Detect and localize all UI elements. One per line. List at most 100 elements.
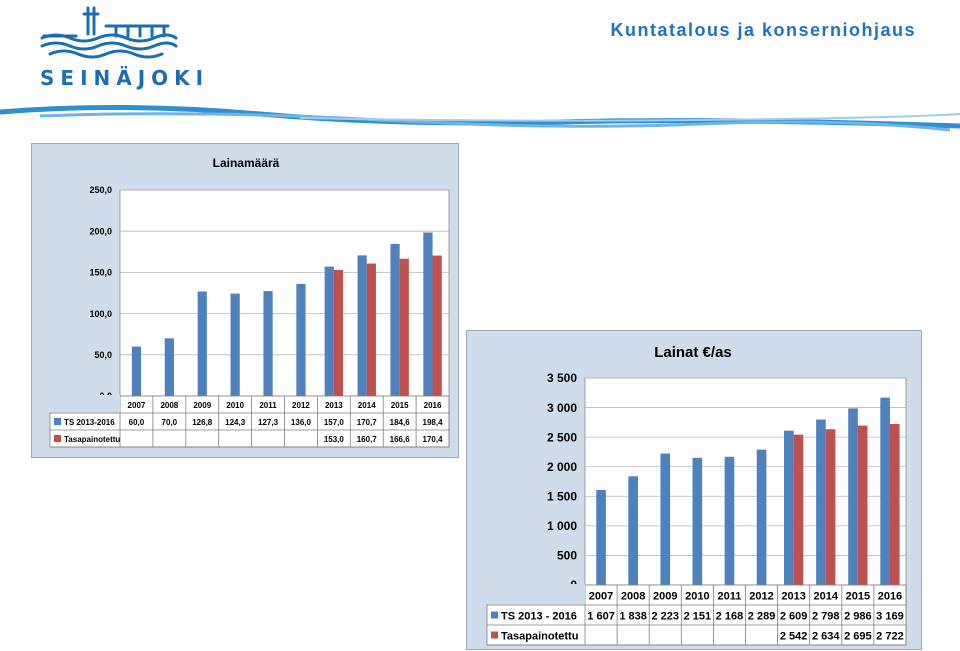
x-tick-label: 2013 [325, 401, 343, 410]
data-label: 2 542 [780, 630, 808, 642]
data-label: 1 607 [587, 610, 615, 622]
logo-text: SEINÄJOKI [40, 66, 210, 90]
x-tick-label: 2011 [718, 590, 742, 602]
page-title: Kuntatalous ja konserniohjaus [610, 20, 916, 40]
legend-swatch-tasapainotettu [54, 435, 61, 442]
bar-ts-2012 [756, 449, 767, 585]
bar-ts-2010 [692, 457, 703, 585]
data-label: 2 168 [716, 610, 744, 622]
x-tick-label: 2007 [128, 401, 146, 410]
y-tick-label: 1 000 [547, 519, 577, 533]
legend-swatch-ts [54, 418, 61, 425]
x-tick-label: 2014 [814, 590, 839, 602]
bar-ts-2011 [724, 456, 735, 585]
bar-tasapainotettu-2013 [333, 269, 344, 396]
data-label: 184,6 [390, 418, 411, 427]
bar-ts-2013 [324, 266, 334, 396]
y-tick-label: 100,0 [89, 309, 112, 319]
legend-swatch-ts [491, 611, 498, 619]
data-table [49, 395, 450, 448]
data-label: 60,0 [129, 418, 145, 427]
x-tick-label: 2014 [358, 401, 376, 410]
seinajoki-logo-icon [40, 6, 178, 59]
bar-tasapainotettu-2014 [366, 263, 376, 396]
x-tick-label: 2009 [653, 590, 677, 602]
data-label: 2 986 [844, 610, 872, 622]
data-label: 136,0 [291, 418, 312, 427]
bar-tasapainotettu-2014 [825, 429, 836, 585]
data-label: 170,7 [357, 418, 378, 427]
data-label: 198,4 [423, 418, 444, 427]
data-label: 2 289 [748, 610, 776, 622]
y-tick-label: 2 500 [547, 430, 577, 444]
data-label: 127,3 [258, 418, 279, 427]
data-label: 157,0 [324, 418, 345, 427]
bar-tasapainotettu-2015 [399, 258, 409, 396]
data-label: 70,0 [162, 418, 178, 427]
data-label: 153,0 [324, 435, 345, 444]
legend-swatch-tasapainotettu [491, 631, 498, 639]
x-tick-label: 2010 [685, 590, 709, 602]
legend-label: TS 2013 - 2016 [501, 610, 577, 622]
x-tick-label: 2009 [193, 401, 211, 410]
bar-ts-2014 [357, 255, 367, 396]
data-label: 124,3 [225, 418, 246, 427]
bar-tasapainotettu-2016 [889, 424, 900, 585]
x-tick-label: 2016 [878, 590, 902, 602]
data-label: 166,6 [390, 435, 411, 444]
bar-tasapainotettu-2016 [432, 255, 442, 396]
bar-ts-2007 [131, 346, 142, 396]
x-tick-label: 2008 [621, 590, 645, 602]
data-label: 2 798 [812, 610, 840, 622]
table-corner [486, 584, 585, 605]
x-tick-label: 2007 [589, 590, 613, 602]
x-tick-label: 2016 [424, 401, 442, 410]
bar-tasapainotettu-2013 [793, 434, 804, 585]
chart-title: Lainamäärä [213, 156, 280, 170]
x-tick-label: 2012 [292, 401, 310, 410]
y-tick-label: 150,0 [89, 268, 112, 278]
y-tick-label: 500 [557, 549, 577, 563]
bar-ts-2008 [628, 476, 638, 585]
bar-ts-2016 [423, 232, 433, 396]
y-tick-label: 3 500 [547, 371, 577, 385]
data-label: 170,4 [423, 435, 444, 444]
y-tick-label: 2 000 [547, 460, 577, 474]
bar-tasapainotettu-2015 [857, 425, 868, 585]
bar-ts-2013 [784, 430, 794, 585]
bar-ts-2014 [816, 419, 826, 585]
data-label: 3 169 [876, 610, 904, 622]
bar-ts-2007 [596, 489, 606, 585]
legend-label: Tasapainotettu [501, 630, 578, 642]
bar-ts-2009 [197, 291, 207, 396]
data-label: 2 695 [844, 630, 872, 642]
x-tick-label: 2011 [259, 401, 277, 410]
y-tick-label: 3 000 [547, 401, 577, 415]
bar-ts-2009 [660, 453, 671, 585]
chart-lainamaara: Lainamäärä0,050,0100,0150,0200,0250,0200… [49, 156, 450, 448]
x-tick-label: 2010 [226, 401, 244, 410]
chart-lainamaara-panel: Lainamäärä0,050,0100,0150,0200,0250,0200… [31, 143, 459, 458]
x-tick-label: 2012 [749, 590, 773, 602]
data-label: 2 223 [651, 610, 679, 622]
bar-ts-2011 [263, 291, 273, 396]
data-label: 2 151 [684, 610, 712, 622]
bar-ts-2015 [848, 408, 858, 585]
x-tick-label: 2013 [781, 590, 805, 602]
data-label: 2 634 [812, 630, 840, 642]
x-tick-label: 2008 [160, 401, 178, 410]
table-corner [49, 395, 120, 413]
bar-ts-2015 [390, 243, 400, 396]
data-label: 2 609 [780, 610, 808, 622]
bar-ts-2012 [296, 283, 306, 396]
bar-ts-2016 [880, 397, 890, 585]
chart-title: Lainat €/as [654, 344, 732, 361]
wave-decoration-icon [0, 104, 960, 132]
y-tick-label: 1 500 [547, 489, 577, 503]
x-tick-label: 2015 [391, 401, 409, 410]
data-label: 2 722 [876, 630, 904, 642]
legend-label: TS 2013-2016 [64, 418, 115, 427]
x-tick-label: 2015 [846, 590, 870, 602]
